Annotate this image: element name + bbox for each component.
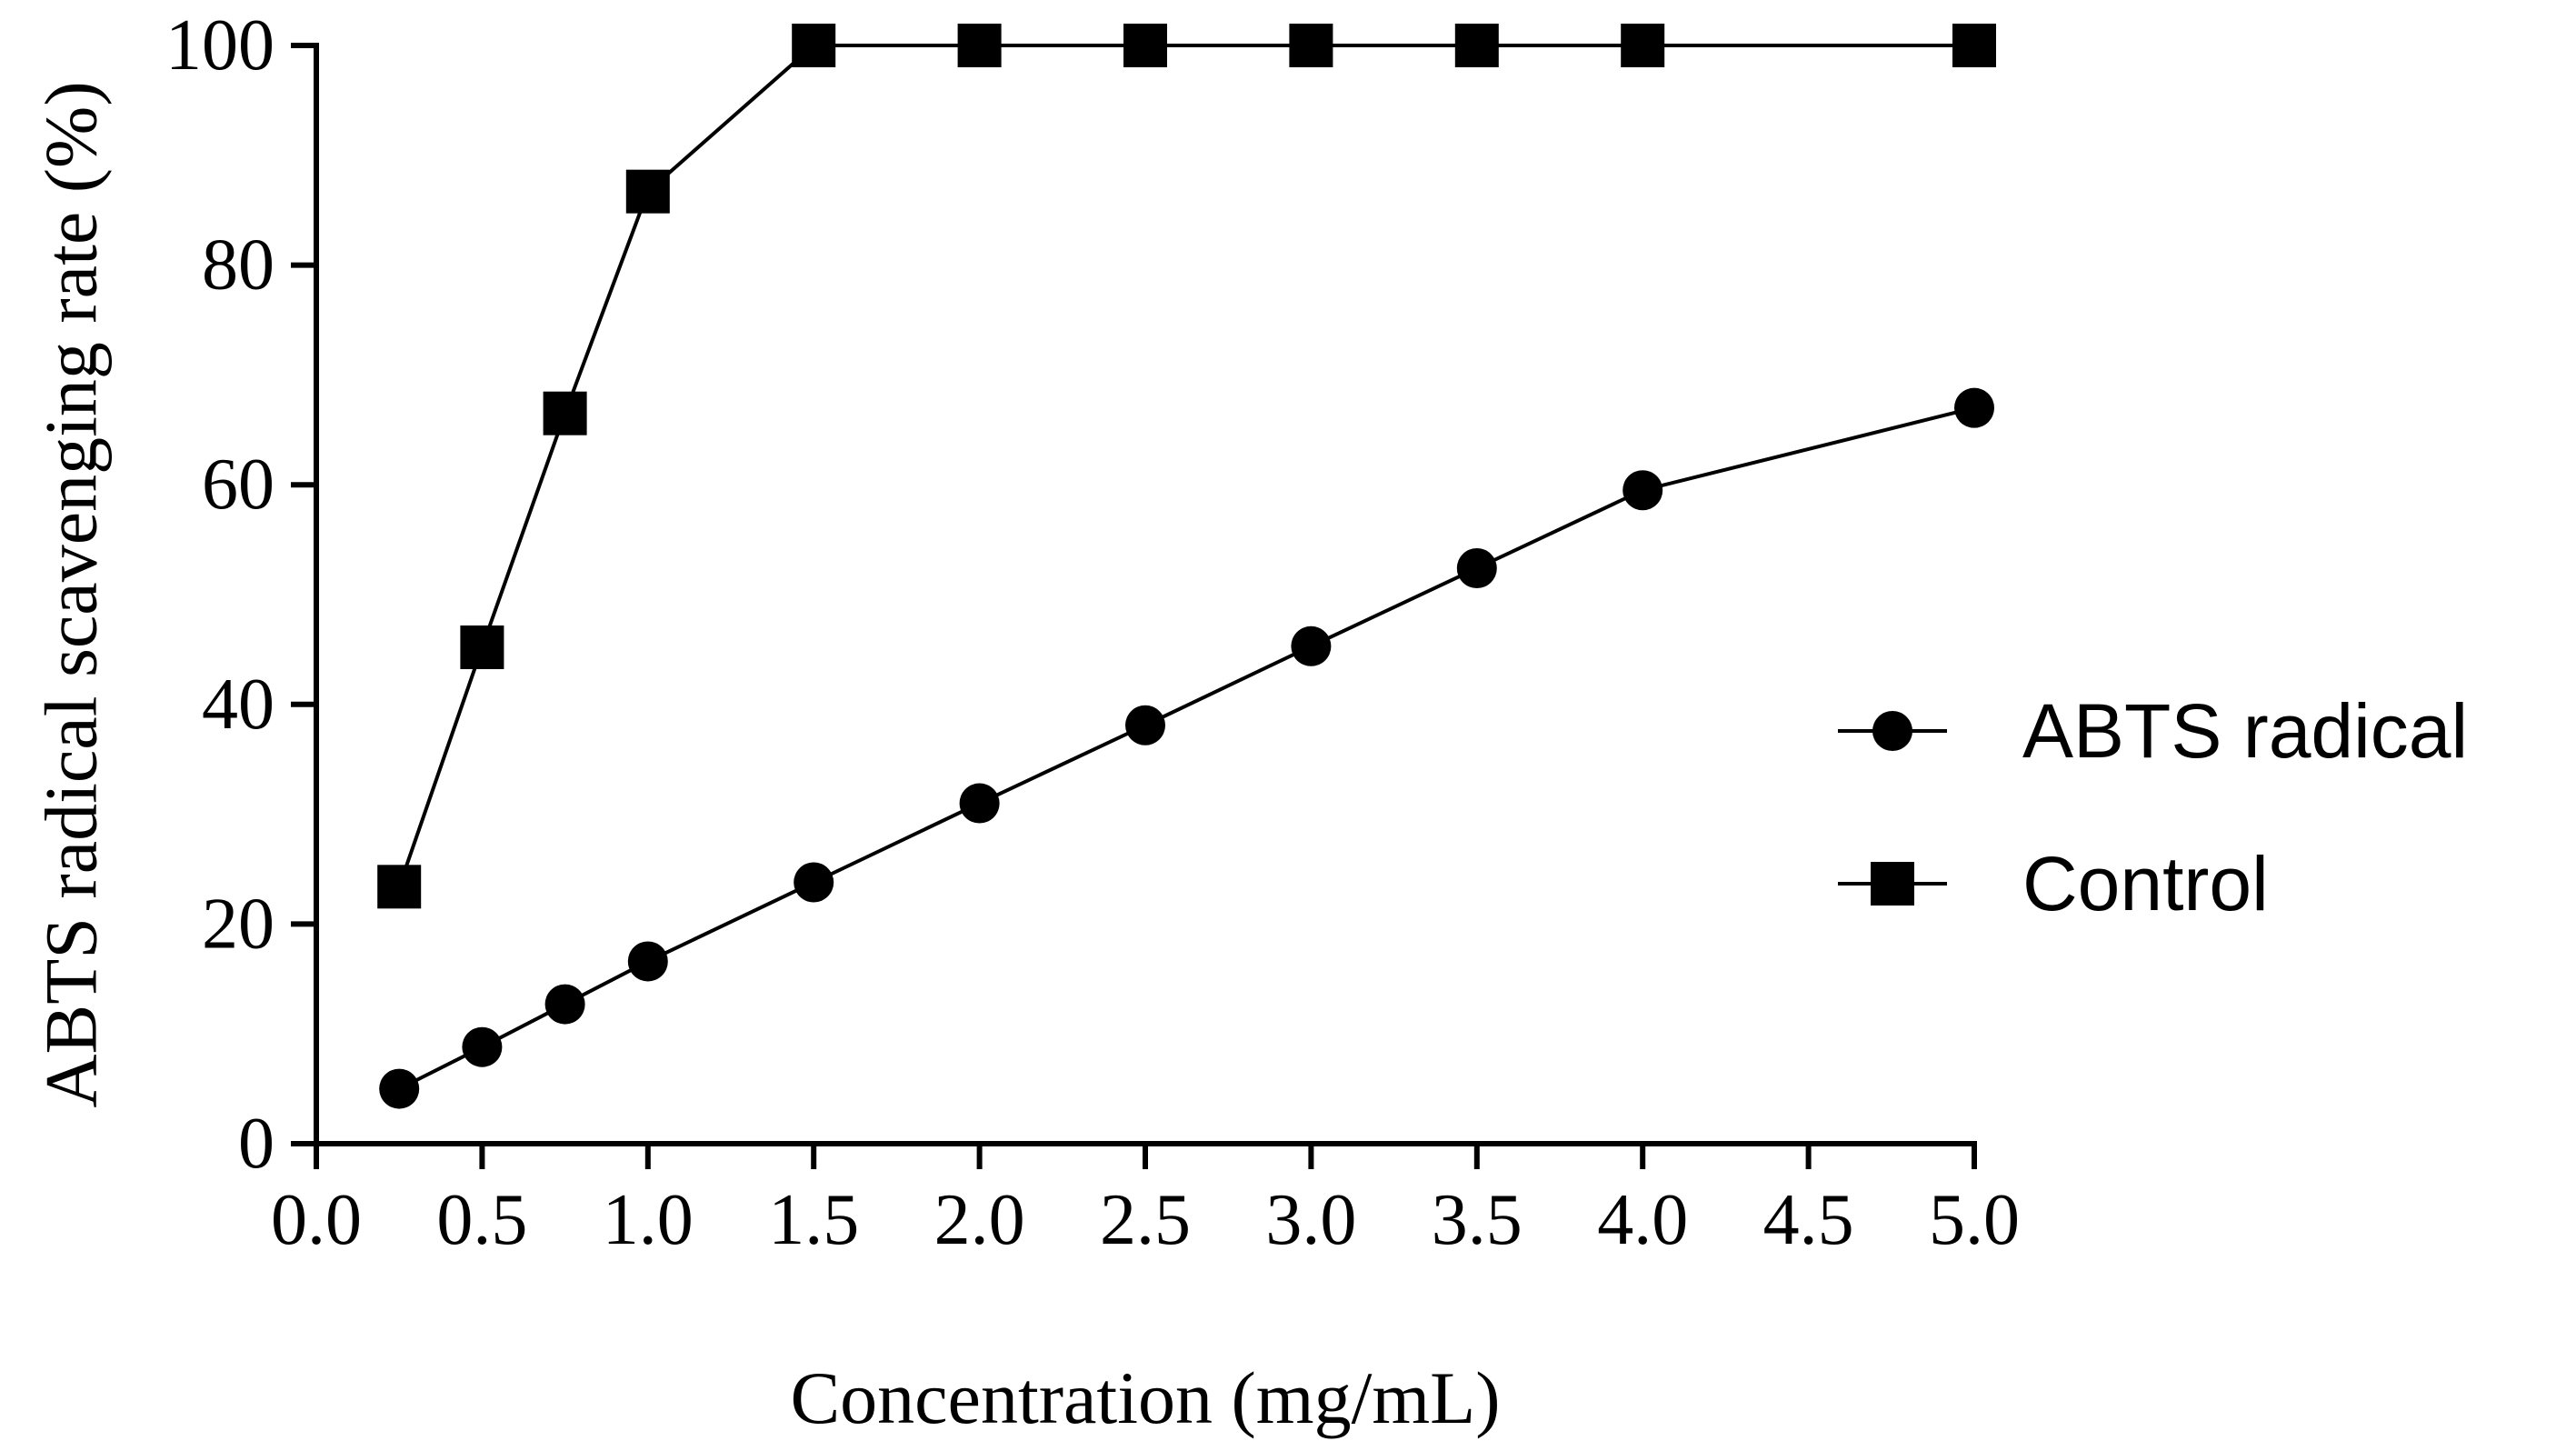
x-tick-label: 3.0: [1265, 1180, 1356, 1260]
legend-item-abts-radical: ABTS radical: [1838, 688, 2468, 774]
series-control: [377, 24, 1996, 909]
x-tick-label: 1.0: [603, 1180, 694, 1260]
x-tick-label: 5.0: [1929, 1180, 2020, 1260]
data-point-control: [792, 24, 836, 67]
data-point-control: [460, 625, 504, 669]
data-point-abts-radical: [627, 941, 668, 982]
series-abts-radical: [379, 387, 1994, 1109]
data-point-control: [543, 391, 587, 435]
y-axis-title: ABTS radical scavenging rate (%): [30, 81, 113, 1107]
data-point-control: [1123, 24, 1167, 67]
legend-marker-circle-icon: [1872, 711, 1912, 751]
data-point-control: [957, 24, 1002, 67]
legend-item-control: Control: [1838, 841, 2269, 926]
x-axis-title: Concentration (mg/mL): [790, 1356, 1500, 1439]
data-point-abts-radical: [959, 783, 1000, 824]
data-point-abts-radical: [1456, 548, 1497, 589]
series-line-abts-radical: [398, 405, 1975, 1091]
legend-marker-square-icon: [1871, 862, 1914, 906]
x-tick-label: 2.5: [1100, 1180, 1191, 1260]
x-tick-label: 4.0: [1597, 1180, 1688, 1260]
data-point-abts-radical: [1622, 470, 1663, 511]
data-point-abts-radical: [1125, 705, 1165, 746]
data-point-abts-radical: [379, 1068, 420, 1109]
data-point-abts-radical: [544, 984, 585, 1025]
data-point-abts-radical: [462, 1026, 503, 1067]
y-ticks: 0 20 40 60 80 100: [165, 5, 316, 1184]
y-tick-label: 40: [202, 665, 275, 745]
x-tick-label: 2.0: [934, 1180, 1025, 1260]
data-point-abts-radical: [1954, 387, 1994, 428]
y-tick-label: 0: [238, 1104, 275, 1184]
series-layer: [377, 24, 1996, 1109]
x-tick-label: 0.5: [436, 1180, 527, 1260]
x-tick-label: 3.5: [1432, 1180, 1523, 1260]
data-point-control: [1952, 24, 1996, 67]
legend-label-abts-radical: ABTS radical: [2022, 688, 2468, 774]
legend: ABTS radical Control: [1838, 688, 2468, 926]
legend-label-control: Control: [2022, 841, 2269, 926]
data-point-abts-radical: [794, 862, 834, 903]
x-tick-label: 4.5: [1763, 1180, 1854, 1260]
x-tick-label: 0.0: [271, 1180, 362, 1260]
y-tick-label: 100: [165, 5, 275, 85]
data-point-control: [377, 865, 422, 909]
data-point-control: [1289, 24, 1333, 67]
x-tick-label: 1.5: [768, 1180, 859, 1260]
data-point-control: [1621, 24, 1665, 67]
data-point-control: [625, 169, 670, 214]
y-tick-label: 80: [202, 225, 275, 305]
axes: 0 20 40 60 80 100 0.0 0.5 1.0 1.5 2.0 2.5 3.0 3.5 4.0…: [165, 5, 2020, 1260]
data-point-abts-radical: [1291, 625, 1332, 666]
y-tick-label: 60: [202, 445, 275, 525]
y-tick-label: 20: [202, 884, 275, 964]
data-point-control: [1454, 24, 1499, 67]
x-ticks: 0.0 0.5 1.0 1.5 2.0 2.5 3.0 3.5 4.0 4.5 5.0: [271, 1144, 2020, 1260]
